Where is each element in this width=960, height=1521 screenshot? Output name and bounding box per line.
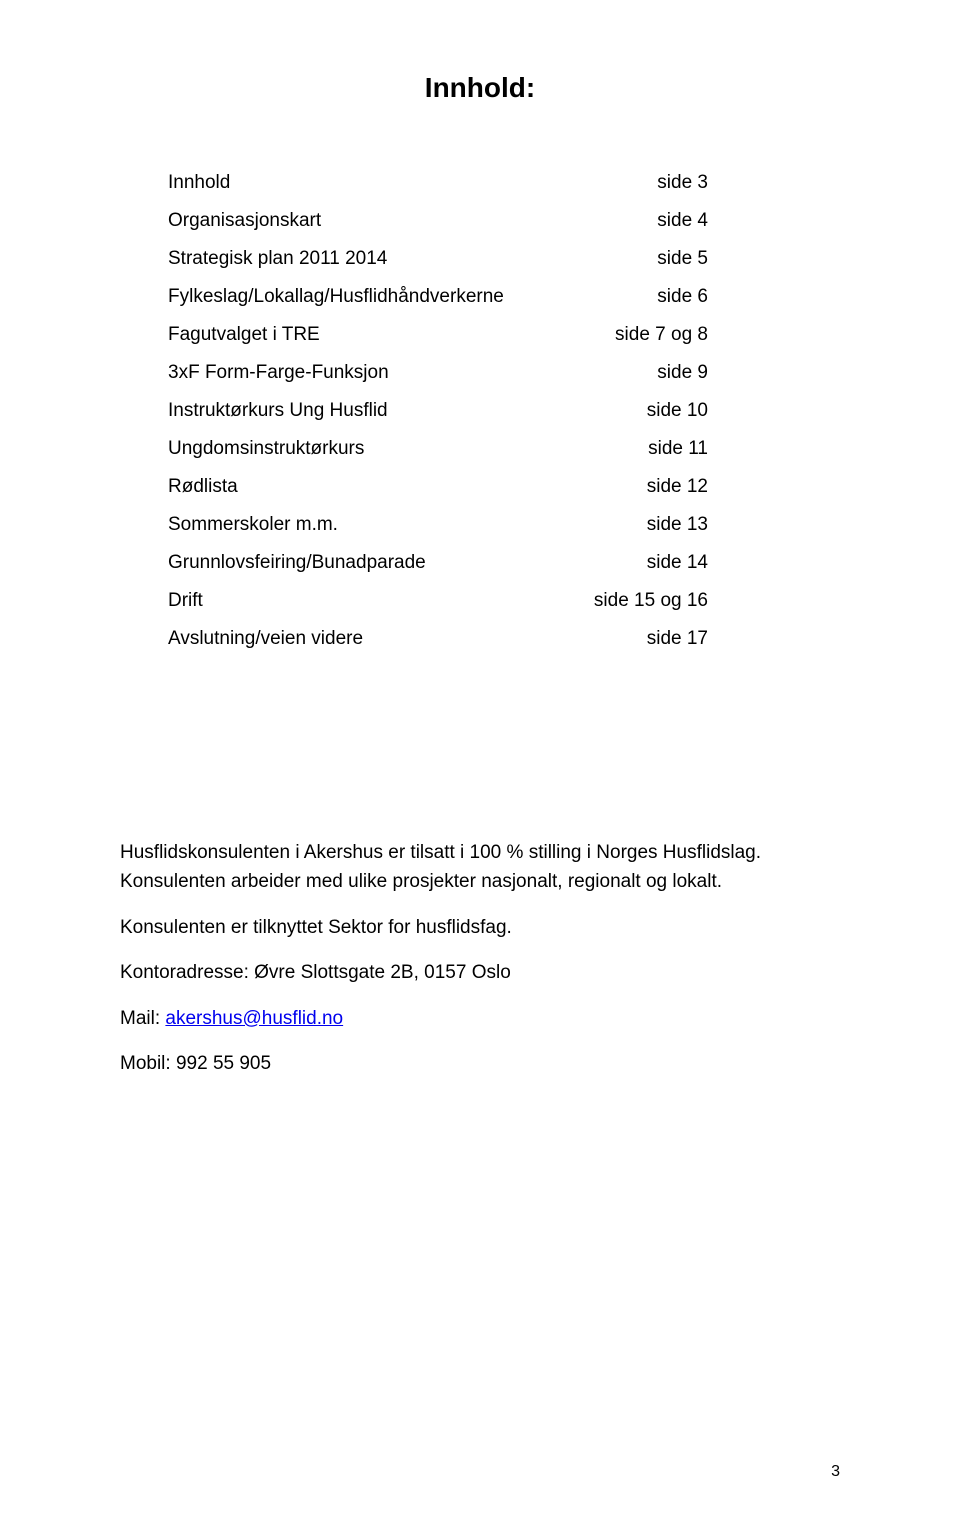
toc-label: Sommerskoler m.m. xyxy=(168,506,338,544)
toc-row: Ungdomsinstruktørkurs side 11 xyxy=(168,430,708,468)
toc-row: Sommerskoler m.m. side 13 xyxy=(168,506,708,544)
toc-page: side 9 xyxy=(657,354,708,392)
toc-row: Fagutvalget i TRE side 7 og 8 xyxy=(168,316,708,354)
toc-page: side 11 xyxy=(648,430,708,468)
email-link[interactable]: akershus@husflid.no xyxy=(165,1008,343,1029)
toc-label: Strategisk plan 2011 2014 xyxy=(168,240,387,278)
toc-row: Instruktørkurs Ung Husflid side 10 xyxy=(168,392,708,430)
toc-label: Innhold xyxy=(168,164,230,202)
footer-paragraph: Konsulenten er tilknyttet Sektor for hus… xyxy=(120,913,840,942)
toc-label: Avslutning/veien videre xyxy=(168,620,363,658)
toc-page: side 10 xyxy=(647,392,708,430)
toc-row: Rødlista side 12 xyxy=(168,468,708,506)
toc-row: 3xF Form-Farge-Funksjon side 9 xyxy=(168,354,708,392)
toc-page: side 5 xyxy=(657,240,708,278)
toc-row: Avslutning/veien videre side 17 xyxy=(168,620,708,658)
footer-paragraph: Husflidskonsulenten i Akershus er tilsat… xyxy=(120,838,840,897)
toc-page: side 7 og 8 xyxy=(615,316,708,354)
toc-page: side 13 xyxy=(647,506,708,544)
toc-page: side 14 xyxy=(647,544,708,582)
toc-page: side 17 xyxy=(647,620,708,658)
footer-mobile: Mobil: 992 55 905 xyxy=(120,1049,840,1078)
toc-row: Strategisk plan 2011 2014 side 5 xyxy=(168,240,708,278)
toc-page: side 15 og 16 xyxy=(594,582,708,620)
toc-label: Instruktørkurs Ung Husflid xyxy=(168,392,388,430)
toc-label: Fagutvalget i TRE xyxy=(168,316,320,354)
footer-mail-line: Mail: akershus@husflid.no xyxy=(120,1004,840,1033)
toc-label: Grunnlovsfeiring/Bunadparade xyxy=(168,544,426,582)
toc-page: side 12 xyxy=(647,468,708,506)
mail-prefix: Mail: xyxy=(120,1008,165,1029)
page-number: 3 xyxy=(831,1463,840,1481)
toc-label: 3xF Form-Farge-Funksjon xyxy=(168,354,389,392)
toc-page: side 4 xyxy=(657,202,708,240)
toc-row: Innhold side 3 xyxy=(168,164,708,202)
toc-label: Drift xyxy=(168,582,203,620)
toc-row: Grunnlovsfeiring/Bunadparade side 14 xyxy=(168,544,708,582)
toc-row: Drift side 15 og 16 xyxy=(168,582,708,620)
toc-label: Organisasjonskart xyxy=(168,202,321,240)
toc-label: Fylkeslag/Lokallag/Husflidhåndverkerne xyxy=(168,278,504,316)
toc-label: Rødlista xyxy=(168,468,238,506)
footer-paragraph: Kontoradresse: Øvre Slottsgate 2B, 0157 … xyxy=(120,958,840,987)
toc-label: Ungdomsinstruktørkurs xyxy=(168,430,364,468)
footer-section: Husflidskonsulenten i Akershus er tilsat… xyxy=(120,838,840,1079)
toc-row: Organisasjonskart side 4 xyxy=(168,202,708,240)
toc-page: side 6 xyxy=(657,278,708,316)
page-title: Innhold: xyxy=(120,72,840,104)
toc-page: side 3 xyxy=(657,164,708,202)
table-of-contents: Innhold side 3 Organisasjonskart side 4 … xyxy=(168,164,840,658)
toc-row: Fylkeslag/Lokallag/Husflidhåndverkerne s… xyxy=(168,278,708,316)
